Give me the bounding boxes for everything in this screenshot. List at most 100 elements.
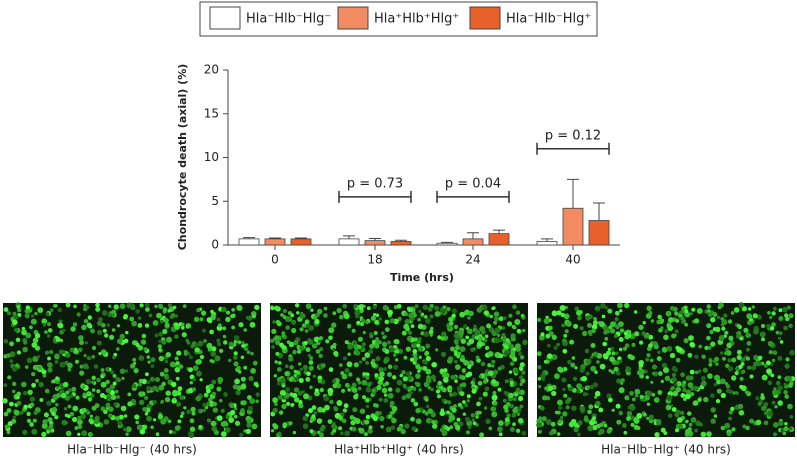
cell [272, 407, 278, 414]
cell [396, 379, 403, 386]
cell [175, 361, 180, 366]
cell [370, 315, 376, 321]
cell [618, 359, 623, 364]
cell [12, 415, 16, 419]
cell [380, 331, 385, 336]
cell [374, 343, 380, 349]
cell [65, 430, 72, 437]
cell [536, 351, 542, 357]
cell [420, 312, 425, 316]
cell [772, 350, 778, 356]
cell [492, 369, 499, 375]
cell [416, 339, 422, 345]
cell [323, 313, 328, 318]
cell [461, 375, 466, 381]
cell [410, 324, 415, 328]
cell [537, 317, 542, 322]
cell [3, 338, 9, 344]
cell [518, 395, 524, 402]
cell [29, 422, 34, 427]
cell [542, 395, 548, 401]
cell [17, 307, 22, 313]
cell [664, 375, 671, 381]
cell [615, 403, 621, 409]
cell [147, 360, 151, 364]
cell [155, 377, 160, 383]
cell [424, 398, 429, 402]
cell [426, 404, 430, 409]
cell [777, 355, 783, 361]
cell [440, 307, 445, 312]
cell [602, 353, 608, 358]
cell [339, 314, 344, 320]
cell [515, 387, 521, 392]
cell [731, 427, 736, 432]
cell [719, 378, 726, 385]
cell [255, 392, 260, 397]
cell [335, 383, 342, 389]
x-axis-label: Time (hrs) [390, 271, 454, 284]
cell [767, 311, 771, 315]
cell [297, 349, 302, 354]
cell [112, 373, 117, 378]
cell [451, 407, 457, 413]
cell [202, 328, 206, 333]
cell [564, 329, 569, 334]
cell [203, 339, 207, 343]
cell [450, 375, 456, 380]
cell [466, 420, 473, 427]
cell [336, 400, 343, 406]
cell [302, 415, 308, 422]
cell [34, 311, 38, 316]
cell [341, 388, 346, 393]
cell [786, 305, 792, 310]
cell [450, 346, 455, 352]
cell [594, 390, 601, 397]
cell [460, 405, 464, 410]
cell [467, 316, 471, 320]
legend-box [199, 1, 598, 37]
cell [22, 331, 27, 336]
cell [679, 410, 685, 416]
cell [741, 306, 747, 312]
cell [404, 318, 410, 325]
cell [157, 414, 164, 420]
cell [12, 381, 17, 387]
cell [740, 370, 745, 375]
cell [82, 392, 87, 397]
cell [100, 381, 107, 388]
cell [481, 304, 488, 311]
cell [779, 331, 783, 335]
x-tick-label: 18 [367, 253, 382, 267]
cell [411, 343, 417, 349]
cell [784, 422, 788, 426]
cell [689, 369, 695, 375]
cell [210, 420, 217, 427]
cell [583, 417, 589, 422]
cell [374, 403, 379, 408]
cell [634, 426, 638, 430]
cell [688, 335, 694, 341]
cell [721, 326, 726, 331]
cell [316, 418, 323, 424]
cell [760, 361, 765, 366]
cell [584, 348, 590, 354]
cell [396, 303, 402, 309]
cell [579, 405, 586, 412]
cell [423, 331, 430, 337]
cell [9, 351, 16, 358]
cell [684, 322, 688, 327]
cell [515, 428, 521, 433]
cell [657, 390, 663, 395]
cell [493, 311, 500, 318]
cell [609, 356, 615, 363]
cell [188, 431, 193, 436]
cell [9, 401, 14, 407]
cell [557, 419, 562, 424]
cell [767, 410, 774, 417]
cell [250, 368, 256, 374]
cell [299, 367, 303, 372]
cell [360, 322, 364, 327]
cell [585, 371, 590, 376]
cell [387, 364, 393, 370]
